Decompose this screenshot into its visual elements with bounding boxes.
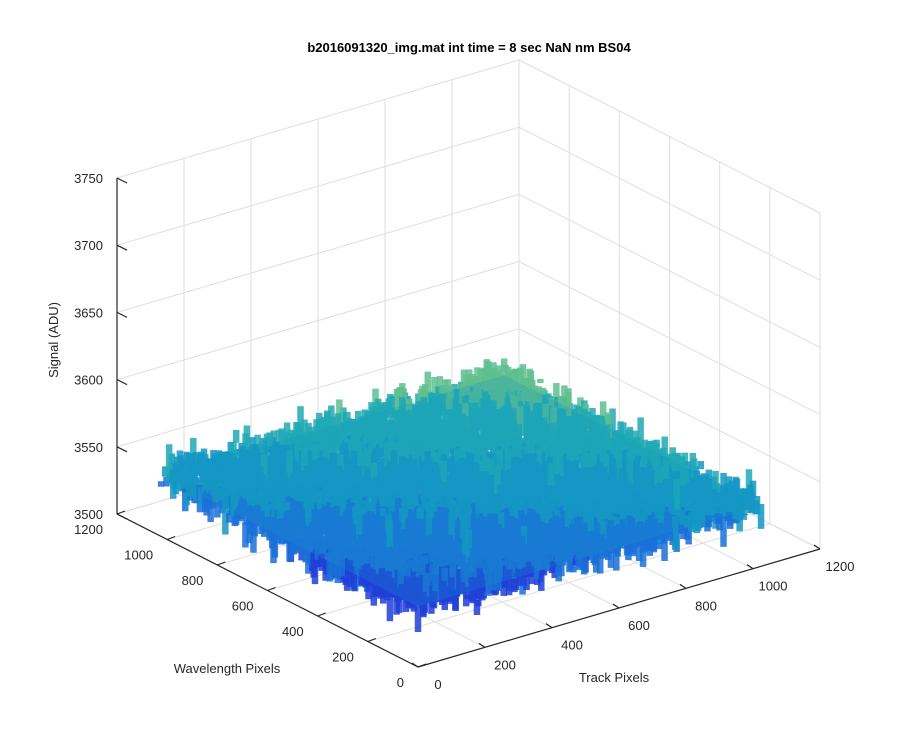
- y-axis-label: Wavelength Pixels: [174, 661, 281, 676]
- surface: [157, 358, 765, 633]
- grid-line: [116, 328, 520, 448]
- y-tick-label: 400: [282, 624, 304, 639]
- chart-title: b2016091320_img.mat int time = 8 sec NaN…: [307, 40, 631, 55]
- grid-line: [518, 59, 821, 214]
- x-tick-label: 1000: [759, 579, 788, 594]
- tick-labels: 3500 3550 3600 3650 3700 3750 0 200 400 600 800 100…: [74, 171, 854, 692]
- z-tick: [116, 446, 128, 453]
- x-tick: [813, 544, 821, 550]
- y-tick-label: 1200: [74, 522, 103, 537]
- y-tick-label: 1000: [124, 548, 153, 563]
- x-tick-label: 0: [434, 677, 441, 692]
- y-tick-label: 600: [232, 599, 254, 614]
- z-tick-label: 3600: [74, 373, 103, 388]
- z-tick-label: 3700: [74, 238, 103, 253]
- x-tick-label: 800: [695, 598, 717, 613]
- y-tick-label: 200: [332, 650, 354, 665]
- y-tick-label: 0: [397, 675, 404, 690]
- x-tick-label: 400: [561, 638, 583, 653]
- z-tick: [116, 177, 128, 184]
- x-tick: [679, 583, 687, 589]
- y-tick: [166, 535, 176, 541]
- z-axis-label: Signal (ADU): [46, 302, 61, 378]
- y-tick: [317, 612, 326, 617]
- z-tick-label: 3750: [74, 171, 103, 186]
- z-tick-label: 3650: [74, 305, 103, 320]
- y-tick: [367, 637, 377, 643]
- y-tick: [116, 510, 126, 515]
- x-tick-label: 200: [494, 657, 516, 672]
- x-tick: [746, 564, 754, 570]
- y-tick: [217, 561, 226, 566]
- y-tick-label: 800: [182, 573, 204, 588]
- z-tick: [116, 379, 128, 386]
- grid-line: [367, 523, 770, 642]
- y-tick: [267, 586, 276, 592]
- grid-line: [518, 126, 821, 281]
- surface-top: [161, 375, 762, 607]
- grid-line: [518, 193, 821, 348]
- z-tick: [116, 244, 128, 251]
- grid-line: [116, 193, 520, 313]
- z-tick: [116, 513, 128, 520]
- x-tick: [612, 603, 620, 609]
- grid-line: [116, 126, 520, 246]
- grid-line: [116, 261, 520, 381]
- x-axis-label: Track Pixels: [579, 670, 650, 685]
- grid-line: [116, 59, 520, 179]
- x-tick-label: 600: [628, 618, 650, 633]
- x-tick: [478, 642, 486, 648]
- x-tick: [411, 662, 419, 668]
- y-tick: [417, 663, 427, 668]
- z-tick-label: 3550: [74, 440, 103, 455]
- grid-line: [518, 328, 821, 483]
- axes: [116, 177, 821, 668]
- z-tick: [116, 311, 128, 318]
- z-tick-label: 3500: [74, 507, 103, 522]
- x-tick: [545, 623, 553, 629]
- x-tick-label: 1200: [826, 559, 855, 574]
- grid-line: [518, 261, 821, 416]
